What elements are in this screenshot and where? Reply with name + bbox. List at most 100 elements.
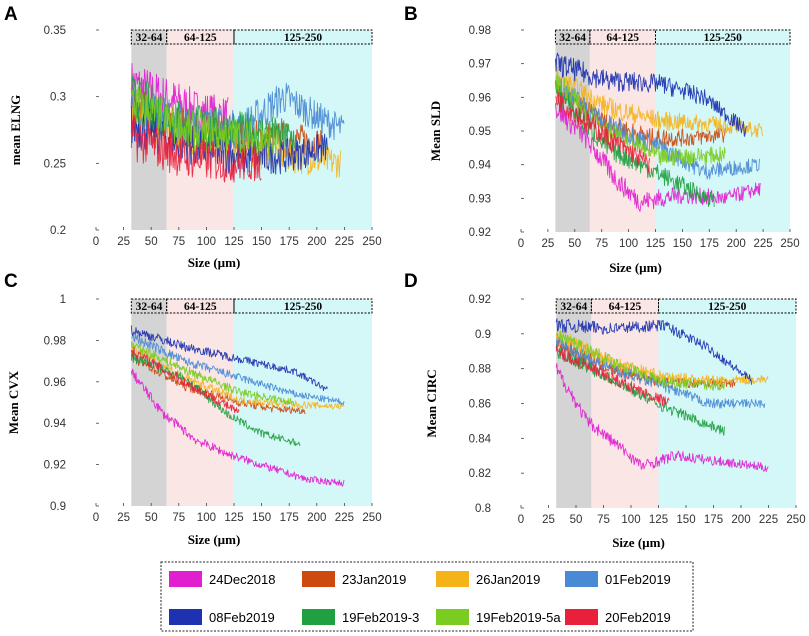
legend-swatch-08Feb2019 [169, 609, 202, 625]
x-tick-label: 100 [619, 238, 638, 250]
series-line-19Feb2019-3 [130, 75, 295, 151]
y-tick-label: 0.9 [50, 501, 66, 513]
x-tick-label: 125 [224, 236, 243, 248]
band-label: 64-125 [609, 301, 642, 313]
band-label: 32-64 [559, 32, 586, 44]
x-tick-label: 125 [646, 238, 665, 250]
panel-letter: C [4, 271, 18, 292]
size-band-32-64 [556, 299, 592, 508]
x-tick-label: 0 [93, 512, 99, 524]
legend-label: 20Feb2019 [605, 610, 671, 625]
band-header-box [658, 298, 797, 314]
band-label: 32-64 [136, 301, 163, 313]
legend-swatch-19Feb2019-3 [302, 609, 335, 625]
series-line-20Feb2019 [130, 346, 240, 414]
series-line-26Jan2019 [554, 66, 764, 138]
x-tick-label: 125 [649, 514, 668, 526]
series-line-24Dec2018 [554, 103, 762, 212]
series-line-24Dec2018 [555, 362, 769, 473]
legend-label: 26Jan2019 [476, 572, 540, 587]
y-tick-label: 0.25 [44, 158, 66, 170]
series-line-01Feb2019 [555, 336, 766, 409]
y-tick-label: 0.96 [44, 377, 66, 389]
y-tick-label: 0.92 [44, 460, 66, 472]
legend-swatch-20Feb2019 [565, 609, 598, 625]
x-axis-label: Size (µm) [609, 260, 662, 275]
legend-swatch-23Jan2019 [302, 571, 335, 587]
series-line-26Jan2019 [130, 344, 345, 410]
y-tick-label: 0.98 [44, 335, 66, 347]
x-tick-label: 200 [731, 514, 750, 526]
x-tick-label: 150 [252, 236, 271, 248]
x-tick-label: 225 [754, 238, 773, 250]
x-axis-label: Size (µm) [188, 255, 241, 270]
band-header-box [655, 29, 791, 45]
y-axis-label: Mean CIRC [424, 369, 439, 437]
x-tick-label: 25 [117, 512, 130, 524]
x-tick-label: 225 [759, 514, 778, 526]
x-tick-label: 25 [542, 238, 555, 250]
x-tick-label: 100 [621, 514, 640, 526]
y-tick-label: 0.92 [469, 227, 491, 239]
y-tick-label: 0.82 [469, 468, 491, 480]
band-header-box [166, 29, 235, 45]
y-tick-label: 0.94 [44, 418, 67, 430]
x-tick-label: 50 [570, 514, 583, 526]
x-tick-label: 0 [93, 236, 99, 248]
x-tick-label: 25 [542, 514, 555, 526]
x-tick-label: 225 [335, 512, 354, 524]
y-axis-label: Mean CVX [6, 370, 21, 434]
y-tick-label: 1 [60, 294, 66, 306]
series-line-08Feb2019 [130, 325, 328, 392]
x-tick-label: 100 [197, 236, 216, 248]
band-header-box [233, 29, 373, 45]
series-line-01Feb2019 [131, 332, 345, 406]
size-band-64-125 [166, 299, 234, 506]
size-band-125-250 [234, 299, 372, 506]
panel-letter: A [4, 4, 18, 25]
band-label: 32-64 [560, 301, 587, 313]
x-tick-label: 50 [568, 238, 581, 250]
series-line-19Feb2019-5a [130, 86, 279, 159]
band-header-box [166, 298, 235, 314]
y-tick-label: 0.8 [475, 503, 491, 515]
legend-swatch-01Feb2019 [565, 571, 598, 587]
series-line-20Feb2019 [555, 91, 651, 173]
legend-swatch-26Jan2019 [436, 571, 469, 587]
x-tick-label: 200 [727, 238, 746, 250]
y-tick-label: 0.95 [469, 126, 491, 138]
series-line-24Dec2018 [130, 368, 345, 487]
y-axis-label: mean ELNG [8, 95, 23, 165]
x-tick-label: 75 [172, 512, 185, 524]
series-line-20Feb2019 [130, 114, 262, 183]
x-tick-label: 225 [335, 236, 354, 248]
y-tick-label: 0.94 [469, 160, 492, 172]
x-axis-label: Size (µm) [188, 532, 241, 547]
legend-label: 24Dec2018 [209, 572, 276, 587]
x-tick-label: 250 [780, 238, 799, 250]
x-tick-label: 175 [280, 236, 299, 248]
x-tick-label: 75 [597, 514, 610, 526]
y-tick-label: 0.84 [469, 433, 492, 445]
legend-label: 01Feb2019 [605, 572, 671, 587]
y-tick-label: 0.2 [50, 225, 66, 237]
band-label: 125-250 [708, 301, 747, 313]
legend-box [160, 561, 694, 632]
x-tick-label: 50 [145, 512, 158, 524]
x-tick-label: 250 [362, 236, 381, 248]
legend: 24Dec2018 23Jan2019 26Jan2019 01Feb2019 08Fe… [160, 561, 694, 632]
legend-swatch-19Feb2019-5a [436, 609, 469, 625]
x-tick-label: 0 [518, 238, 524, 250]
legend-label: 19Feb2019-5a [476, 610, 561, 625]
band-label: 125-250 [284, 301, 323, 313]
x-tick-label: 0 [518, 514, 524, 526]
y-tick-label: 0.9 [475, 329, 491, 341]
x-tick-label: 150 [252, 512, 271, 524]
series-line-23Jan2019 [130, 353, 306, 415]
y-tick-label: 0.98 [469, 25, 491, 37]
y-tick-label: 0.93 [469, 193, 491, 205]
panel-d: D 32-64 64-125 125-250 0 25 50 75 100 125 150 175 20… [404, 271, 806, 550]
series-line-19Feb2019-3 [554, 80, 715, 208]
y-tick-label: 0.92 [469, 294, 491, 306]
